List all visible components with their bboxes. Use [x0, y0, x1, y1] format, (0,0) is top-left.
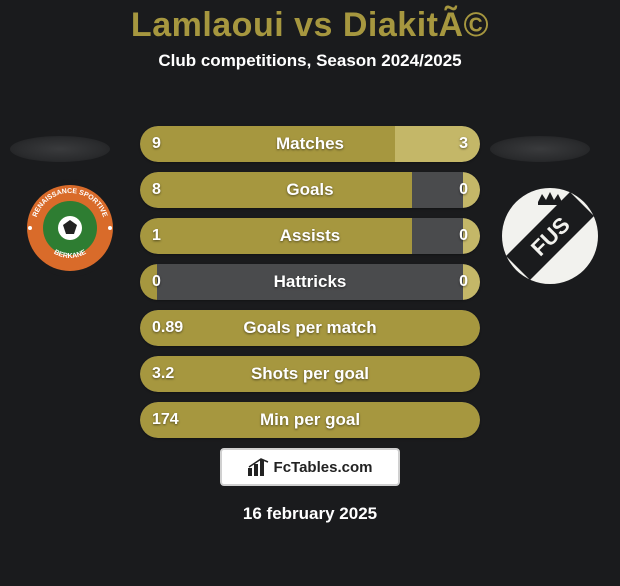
fctables-label: FcTables.com: [274, 459, 373, 476]
stat-value-left: 8: [152, 181, 161, 199]
stat-value-left: 1: [152, 227, 161, 245]
stat-row: 9 3 Matches: [140, 126, 480, 162]
stat-value-left: 0.89: [152, 319, 183, 337]
stat-label: Goals: [286, 180, 333, 200]
team-badge-right-svg: FUS: [500, 186, 600, 286]
stat-value-left: 3.2: [152, 365, 174, 383]
stat-value-right: 0: [459, 227, 468, 245]
stats-container: 9 3 Matches 8 0 Goals 1 0 Assists 0 0 Hattricks 0.89…: [140, 126, 480, 448]
stat-row: 8 0 Goals: [140, 172, 480, 208]
stat-label: Shots per goal: [251, 364, 369, 384]
stat-value-right: 0: [459, 181, 468, 199]
stat-value-left: 174: [152, 411, 179, 429]
stat-row: 174 Min per goal: [140, 402, 480, 438]
stat-row: 0.89 Goals per match: [140, 310, 480, 346]
stat-label: Hattricks: [274, 272, 347, 292]
stat-label: Assists: [280, 226, 340, 246]
stat-label: Goals per match: [243, 318, 376, 338]
stat-bar-left: [140, 172, 412, 208]
team-badge-left: RENAISSANCE SPORTIVE BERKANE: [20, 178, 120, 278]
stat-bar-left: [140, 218, 412, 254]
stat-row: 1 0 Assists: [140, 218, 480, 254]
page-title: Lamlaoui vs DiakitÃ©: [0, 6, 620, 45]
stat-bar-left: [140, 126, 395, 162]
fctables-icon: [248, 458, 270, 476]
badge-shadow-left: [10, 136, 110, 162]
stat-value-right: 3: [459, 135, 468, 153]
stat-value-right: 0: [459, 273, 468, 291]
badge-shadow-right: [490, 136, 590, 162]
stat-row: 3.2 Shots per goal: [140, 356, 480, 392]
page-subtitle: Club competitions, Season 2024/2025: [0, 51, 620, 71]
fctables-badge: FcTables.com: [220, 448, 400, 486]
stat-value-left: 9: [152, 135, 161, 153]
team-badge-right: FUS: [500, 186, 600, 286]
team-badge-left-svg: RENAISSANCE SPORTIVE BERKANE: [20, 178, 120, 278]
date-label: 16 february 2025: [243, 504, 377, 524]
stat-row: 0 0 Hattricks: [140, 264, 480, 300]
stat-value-left: 0: [152, 273, 161, 291]
stat-label: Min per goal: [260, 410, 360, 430]
stat-label: Matches: [276, 134, 344, 154]
